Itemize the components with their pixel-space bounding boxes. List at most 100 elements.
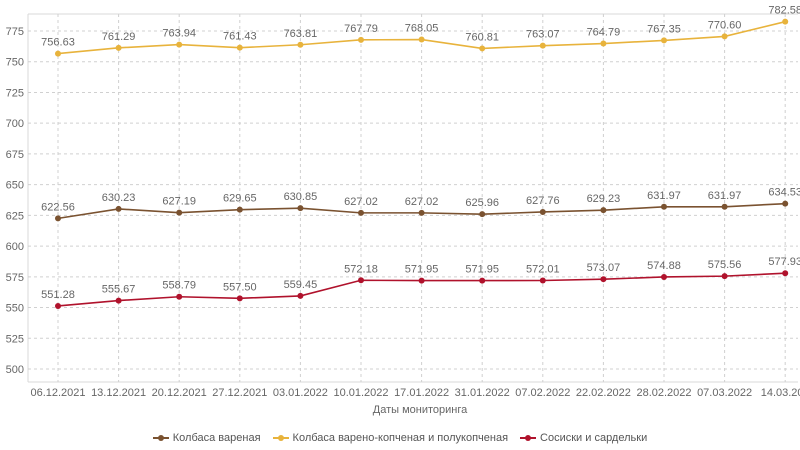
data-point	[721, 273, 728, 280]
y-tick-label: 600	[6, 241, 24, 253]
data-point	[782, 18, 789, 25]
data-label: 559.45	[284, 279, 318, 291]
series-group: 622.56 630.23 627.19 629.65 630.85 627.02 627.…	[41, 5, 800, 309]
legend-swatch	[152, 434, 169, 442]
data-point	[539, 42, 546, 49]
x-tick-label: 28.02.2022	[636, 387, 691, 399]
x-tick-label: 31.01.2022	[455, 387, 510, 399]
data-label: 573.07	[587, 262, 621, 274]
data-point	[418, 209, 425, 216]
data-label: 629.23	[587, 193, 621, 205]
data-point	[418, 36, 425, 43]
data-label: 630.85	[284, 191, 318, 203]
data-point	[418, 277, 425, 284]
data-label: 577.93	[768, 256, 800, 268]
y-tick-label: 675	[6, 149, 24, 161]
y-tick-label: 650	[6, 180, 24, 192]
x-tick-label: 07.03.2022	[697, 387, 752, 399]
y-tick-label: 750	[6, 57, 24, 69]
data-label: 627.02	[344, 196, 378, 208]
data-label: 571.95	[405, 264, 439, 276]
data-label: 770.60	[708, 19, 742, 31]
data-point	[55, 50, 61, 57]
legend-item[interactable]: Сосиски и сардельки	[520, 432, 647, 444]
data-point	[600, 40, 607, 47]
legend: Колбаса вареная Колбаса варено-копченая и…	[0, 432, 800, 445]
x-tick-label: 20.12.2021	[152, 387, 207, 399]
data-label: 575.56	[708, 259, 742, 271]
series-3: 551.28 555.67 558.79 557.50 559.45 572.18 571.…	[41, 256, 800, 309]
data-label: 625.96	[465, 197, 499, 209]
data-point	[176, 293, 183, 300]
data-label: 574.88	[647, 260, 681, 272]
data-point	[297, 292, 304, 299]
x-tick-label: 14.03.202	[761, 387, 800, 399]
data-point	[539, 277, 546, 284]
legend-label: Колбаса варено-копченая и полукопченая	[292, 432, 509, 444]
legend-label: Сосиски и сардельки	[540, 432, 648, 444]
y-tick-label: 550	[6, 303, 24, 315]
data-label: 763.94	[162, 28, 196, 40]
data-point	[297, 41, 304, 48]
data-point	[600, 276, 607, 283]
grid	[27, 13, 798, 383]
data-label: 767.35	[647, 23, 681, 35]
data-label: 631.97	[708, 190, 742, 202]
data-label: 555.67	[102, 284, 136, 296]
data-label: 629.65	[223, 193, 257, 205]
data-label: 558.79	[162, 280, 196, 292]
data-point	[479, 277, 486, 284]
data-label: 763.81	[284, 28, 318, 40]
x-axis-ticks: 06.12.2021 13.12.2021 20.12.2021 27.12.2021…	[30, 387, 800, 399]
data-label: 572.01	[526, 263, 560, 275]
data-point	[661, 203, 667, 210]
series-1: 622.56 630.23 627.19 629.65 630.85 627.02 627.…	[41, 187, 800, 222]
data-point	[115, 297, 122, 304]
y-tick-label: 700	[6, 118, 24, 130]
data-point	[236, 206, 243, 213]
y-tick-label: 500	[6, 364, 24, 376]
legend-label: Колбаса вареная	[172, 432, 261, 444]
data-label: 761.43	[223, 31, 257, 43]
x-axis-title: Даты мониторинга	[373, 404, 468, 416]
x-tick-label: 22.02.2022	[576, 387, 631, 399]
data-point	[236, 295, 243, 302]
legend-item[interactable]: Колбаса варено-копченая и полукопченая	[272, 432, 509, 444]
data-point	[782, 200, 789, 207]
x-tick-label: 06.12.2021	[30, 387, 85, 399]
data-label: 764.79	[587, 27, 621, 39]
data-label: 767.79	[344, 23, 378, 35]
data-label: 557.50	[223, 281, 257, 293]
x-tick-label: 10.01.2022	[333, 387, 388, 399]
x-tick-label: 27.12.2021	[212, 387, 267, 399]
series-2: 756.63 761.29 763.94 761.43 763.81 767.79 768.…	[41, 5, 800, 57]
data-label: 782.58	[768, 5, 800, 17]
data-label: 627.76	[526, 195, 560, 207]
data-point	[600, 207, 607, 214]
data-label: 768.05	[405, 23, 439, 35]
legend-item[interactable]: Колбаса вареная	[152, 432, 261, 444]
data-label: 571.95	[465, 264, 499, 276]
data-label: 627.02	[405, 196, 439, 208]
data-point	[55, 215, 61, 222]
legend-swatch-dot	[277, 435, 284, 441]
data-point	[236, 44, 243, 51]
x-tick-label: 03.01.2022	[273, 387, 328, 399]
data-point	[297, 205, 304, 212]
data-label: 551.28	[41, 289, 75, 301]
data-point	[479, 45, 486, 52]
data-label: 627.19	[162, 196, 196, 208]
data-label: 622.56	[41, 201, 75, 213]
y-tick-label: 575	[6, 272, 24, 284]
data-point	[358, 209, 364, 216]
data-label: 760.81	[465, 31, 499, 43]
data-label: 763.07	[526, 29, 560, 41]
y-axis-ticks: 500 525 550 575 600 625 650 675 700 725 750 775	[6, 26, 24, 376]
x-tick-label: 07.02.2022	[515, 387, 570, 399]
data-label: 761.29	[102, 31, 136, 43]
y-tick-label: 775	[6, 26, 24, 38]
data-label: 630.23	[102, 192, 136, 204]
data-label: 634.53	[768, 187, 800, 199]
x-tick-label: 17.01.2022	[394, 387, 449, 399]
